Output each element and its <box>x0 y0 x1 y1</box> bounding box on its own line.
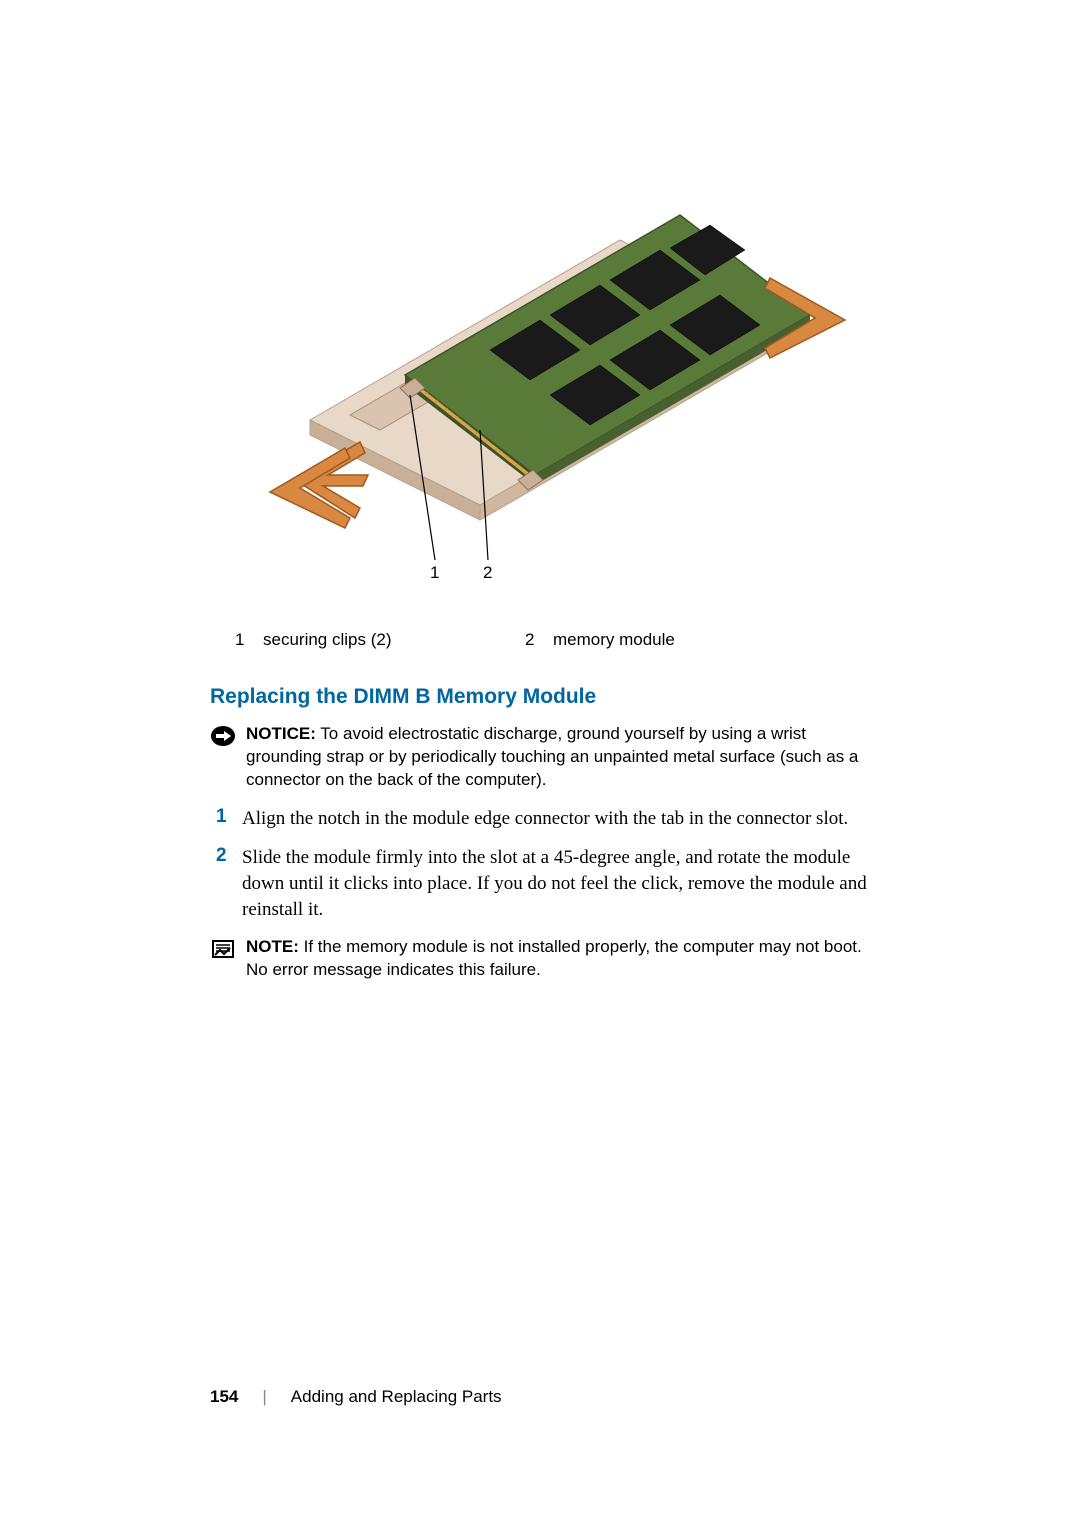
memory-module-diagram: 1 2 <box>250 160 850 590</box>
step-text: Align the notch in the module edge conne… <box>242 806 848 832</box>
note-callout: NOTE: If the memory module is not instal… <box>210 936 870 982</box>
note-body: NOTE: If the memory module is not instal… <box>246 936 870 982</box>
legend-text: memory module <box>553 630 675 650</box>
legend-item: 1 securing clips (2) <box>235 630 525 650</box>
page-number: 154 <box>210 1387 238 1407</box>
legend-text: securing clips (2) <box>263 630 392 650</box>
step: 2 Slide the module firmly into the slot … <box>210 845 870 922</box>
note-label: NOTE: <box>246 937 299 956</box>
notice-icon <box>210 725 236 747</box>
figure-legend: 1 securing clips (2) 2 memory module <box>210 630 870 650</box>
notice-label: NOTICE: <box>246 724 316 743</box>
notice-text: To avoid electrostatic discharge, ground… <box>246 724 858 789</box>
legend-num: 1 <box>235 630 263 650</box>
figure-callout-1: 1 <box>430 563 439 582</box>
notice-body: NOTICE: To avoid electrostatic discharge… <box>246 723 870 792</box>
figure-area: 1 2 <box>210 160 870 610</box>
step: 1 Align the notch in the module edge con… <box>210 806 870 832</box>
footer-separator: | <box>238 1387 290 1407</box>
notice-callout: NOTICE: To avoid electrostatic discharge… <box>210 723 870 792</box>
step-text: Slide the module firmly into the slot at… <box>242 845 870 922</box>
section-heading: Replacing the DIMM B Memory Module <box>210 685 870 709</box>
note-icon <box>210 938 236 960</box>
section-name: Adding and Replacing Parts <box>291 1387 502 1407</box>
page: 1 2 1 securing clips (2) 2 memory module… <box>0 0 1080 1527</box>
note-text: If the memory module is not installed pr… <box>246 937 862 979</box>
page-footer: 154 | Adding and Replacing Parts <box>210 1387 502 1407</box>
legend-item: 2 memory module <box>525 630 675 650</box>
legend-num: 2 <box>525 630 553 650</box>
figure-callout-2: 2 <box>483 563 492 582</box>
step-number: 2 <box>210 845 242 922</box>
step-number: 1 <box>210 806 242 832</box>
